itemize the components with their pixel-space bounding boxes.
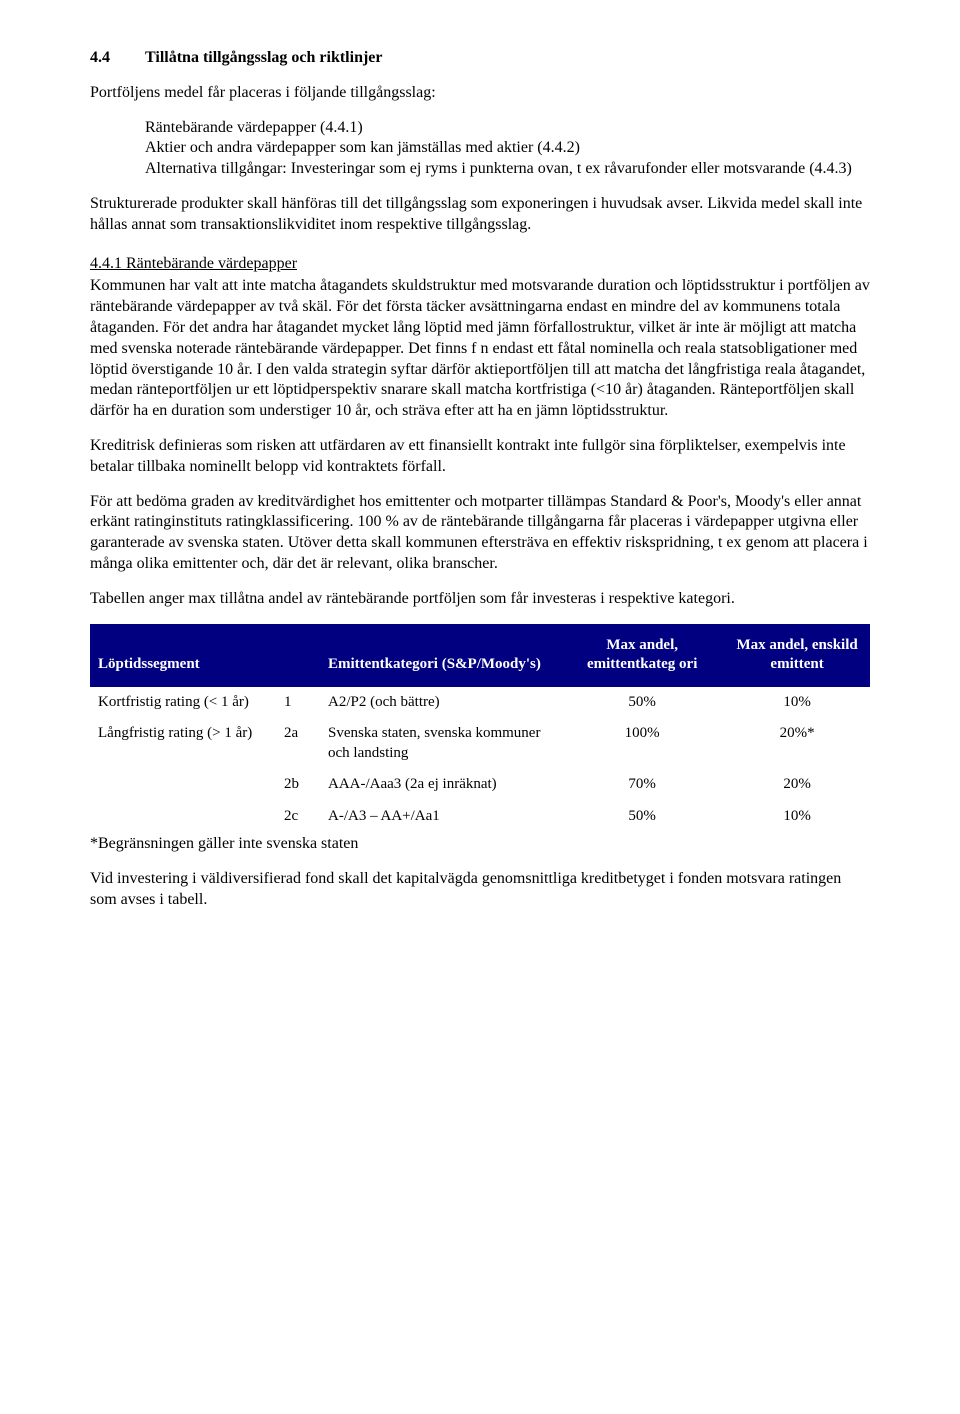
table-row: Långfristig rating (> 1 år) 2a Svenska s… bbox=[90, 718, 870, 769]
cell-category: A2/P2 (och bättre) bbox=[320, 687, 560, 719]
list-item: Aktier och andra värdepapper som kan jäm… bbox=[145, 138, 870, 159]
intro-text: Portföljens medel får placeras i följand… bbox=[90, 83, 870, 104]
cell-segment: Långfristig rating (> 1 år) bbox=[90, 718, 276, 769]
col-header-emittentkategori: Emittentkategori (S&P/Moody's) bbox=[320, 624, 560, 687]
closing-paragraph: Vid investering i väldiversifierad fond … bbox=[90, 869, 870, 911]
cell-category: A-/A3 – AA+/Aa1 bbox=[320, 801, 560, 833]
rating-table: Löptidssegment Emittentkategori (S&P/Moo… bbox=[90, 624, 870, 833]
table-footnote: *Begränsningen gäller inte svenska state… bbox=[90, 834, 870, 855]
list-item: Alternativa tillgångar: Investeringar so… bbox=[145, 159, 870, 180]
cell-max-single: 20%* bbox=[724, 718, 870, 769]
col-header-max-kategori: Max andel, emittentkateg ori bbox=[560, 624, 724, 687]
body-paragraph: Tabellen anger max tillåtna andel av rän… bbox=[90, 589, 870, 610]
cell-max-category: 70% bbox=[560, 769, 724, 801]
cell-max-single: 20% bbox=[724, 769, 870, 801]
cell-max-category: 100% bbox=[560, 718, 724, 769]
section-heading: 4.4Tillåtna tillgångsslag och riktlinjer bbox=[90, 48, 870, 69]
table-header-row: Löptidssegment Emittentkategori (S&P/Moo… bbox=[90, 624, 870, 687]
structured-products-text: Strukturerade produkter skall hänföras t… bbox=[90, 194, 870, 236]
cell-segment bbox=[90, 769, 276, 801]
subsection-title: 4.4.1 Räntebärande värdepapper bbox=[90, 255, 297, 272]
cell-category: AAA-/Aaa3 (2a ej inräknat) bbox=[320, 769, 560, 801]
cell-max-single: 10% bbox=[724, 687, 870, 719]
cell-row-num: 2b bbox=[276, 769, 320, 801]
body-paragraph: För att bedöma graden av kreditvärdighet… bbox=[90, 492, 870, 575]
cell-max-category: 50% bbox=[560, 687, 724, 719]
cell-row-num: 2c bbox=[276, 801, 320, 833]
table-row: 2c A-/A3 – AA+/Aa1 50% 10% bbox=[90, 801, 870, 833]
col-header-loptidssegment: Löptidssegment bbox=[90, 624, 320, 687]
cell-max-category: 50% bbox=[560, 801, 724, 833]
cell-segment: Kortfristig rating (< 1 år) bbox=[90, 687, 276, 719]
section-title: Tillåtna tillgångsslag och riktlinjer bbox=[145, 49, 383, 66]
col-header-max-enskild: Max andel, enskild emittent bbox=[724, 624, 870, 687]
table-row: Kortfristig rating (< 1 år) 1 A2/P2 (och… bbox=[90, 687, 870, 719]
list-item: Räntebärande värdepapper (4.4.1) bbox=[145, 118, 870, 139]
cell-max-single: 10% bbox=[724, 801, 870, 833]
cell-segment bbox=[90, 801, 276, 833]
body-paragraph: Kommunen har valt att inte matcha åtagan… bbox=[90, 276, 870, 422]
body-paragraph: Kreditrisk definieras som risken att utf… bbox=[90, 436, 870, 478]
table-row: 2b AAA-/Aaa3 (2a ej inräknat) 70% 20% bbox=[90, 769, 870, 801]
section-number: 4.4 bbox=[90, 48, 145, 69]
cell-row-num: 2a bbox=[276, 718, 320, 769]
asset-class-list: Räntebärande värdepapper (4.4.1) Aktier … bbox=[145, 118, 870, 180]
cell-row-num: 1 bbox=[276, 687, 320, 719]
cell-category: Svenska staten, svenska kommuner och lan… bbox=[320, 718, 560, 769]
subsection-heading: 4.4.1 Räntebärande värdepapper bbox=[90, 254, 870, 275]
